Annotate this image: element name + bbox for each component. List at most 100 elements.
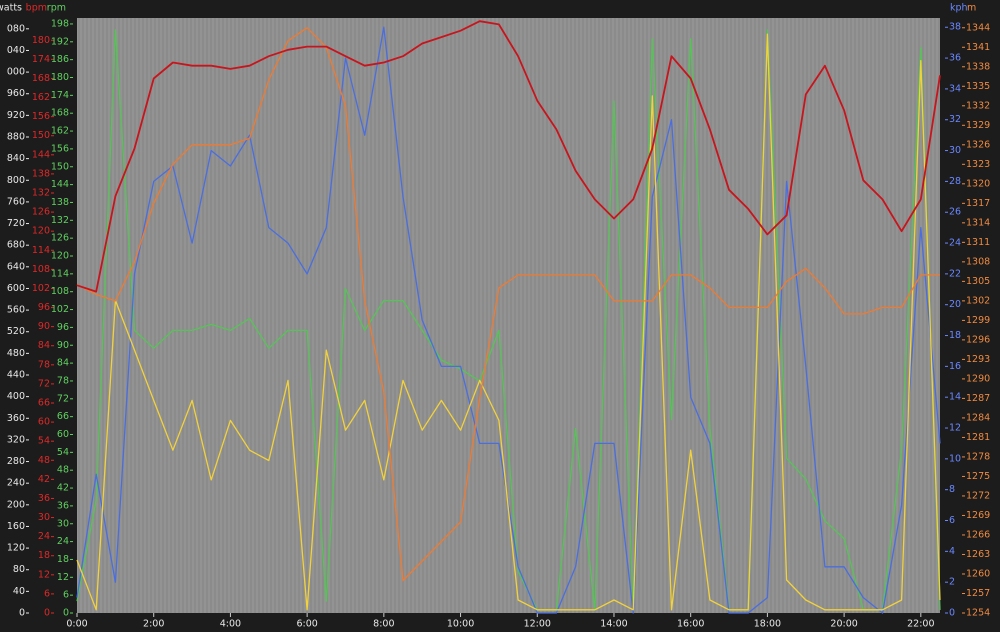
y-tick-label: 040 xyxy=(7,45,25,56)
y-tick-label: 8 xyxy=(949,484,955,495)
y-tick-label: 080 xyxy=(7,23,25,34)
y-tick-label: 360 xyxy=(7,413,25,424)
x-tick-label: 4:00 xyxy=(220,619,241,630)
y-tick-label: 000 xyxy=(7,67,25,78)
y-tick-label: 22 xyxy=(949,268,961,279)
y-tick-label: 48 xyxy=(38,455,50,466)
y-tick-label: 160 xyxy=(7,521,25,532)
axis-title: kph xyxy=(950,3,968,14)
y-tick-label: 198 xyxy=(51,18,69,29)
y-tick-label: 20 xyxy=(949,299,961,310)
x-tick-label: 8:00 xyxy=(373,619,394,630)
y-tick-label: 24 xyxy=(949,238,961,249)
y-tick-label: 6 xyxy=(44,588,50,599)
y-tick-label: 840 xyxy=(7,153,25,164)
y-tick-label: 1281 xyxy=(966,432,990,443)
y-tick-label: 72 xyxy=(38,378,50,389)
series-line xyxy=(76,29,941,611)
y-tick-label: 192 xyxy=(51,36,69,47)
y-tick-label: 114 xyxy=(32,245,50,256)
y-tick-label: 38 xyxy=(949,22,961,33)
y-tick-label: 90 xyxy=(57,340,69,351)
y-tick-label: 440 xyxy=(7,370,25,381)
y-tick-label: 1296 xyxy=(966,334,990,345)
y-tick-label: 1335 xyxy=(966,81,990,92)
y-tick-label: 90 xyxy=(38,321,50,332)
y-tick-label: 162 xyxy=(32,92,50,103)
y-tick-label: 180 xyxy=(32,35,50,46)
y-tick-label: 480 xyxy=(7,348,25,359)
y-tick-label: 80 xyxy=(13,564,25,575)
y-tick-label: 26 xyxy=(949,207,961,218)
y-tick-label: 1311 xyxy=(966,237,990,248)
y-tick-label: 1278 xyxy=(966,451,990,462)
y-tick-label: 54 xyxy=(57,447,69,458)
y-tick-label: 18 xyxy=(57,554,69,565)
y-tick-label: 132 xyxy=(51,215,69,226)
y-tick-label: 126 xyxy=(32,207,50,218)
series-line xyxy=(76,20,941,293)
x-tick-label: 18:00 xyxy=(754,619,781,630)
y-tick-label: 162 xyxy=(51,126,69,137)
y-tick-label: 126 xyxy=(51,233,69,244)
y-tick-label: 34 xyxy=(949,83,961,94)
y-tick-label: 1257 xyxy=(966,588,990,599)
y-tick-label: 1275 xyxy=(966,471,990,482)
y-tick-label: 120 xyxy=(51,251,69,262)
y-tick-label: 1293 xyxy=(966,354,990,365)
y-tick-label: 1338 xyxy=(966,61,990,72)
y-tick-label: 2 xyxy=(949,577,955,588)
y-tick-label: 96 xyxy=(38,302,50,313)
plot-area xyxy=(77,18,940,613)
y-tick-label: 54 xyxy=(38,436,50,447)
y-tick-label: 200 xyxy=(7,499,25,510)
y-tick-label: 66 xyxy=(38,398,50,409)
y-tick-label: 14 xyxy=(949,392,961,403)
y-tick-label: 1323 xyxy=(966,159,990,170)
y-tick-label: 1254 xyxy=(966,608,990,619)
series-line xyxy=(76,27,940,582)
y-tick-label: 120 xyxy=(7,543,25,554)
y-tick-label: 102 xyxy=(51,304,69,315)
y-tick-label: 400 xyxy=(7,391,25,402)
y-tick-label: 720 xyxy=(7,218,25,229)
x-tick-label: 22:00 xyxy=(907,619,934,630)
y-tick-label: 114 xyxy=(51,268,69,279)
y-tick-label: 1317 xyxy=(966,198,990,209)
y-tick-label: 12 xyxy=(38,569,50,580)
y-tick-label: 28 xyxy=(949,176,961,187)
x-tick-label: 6:00 xyxy=(296,619,317,630)
y-tick-label: 1329 xyxy=(966,120,990,131)
y-tick-label: 0 xyxy=(63,608,69,619)
y-tick-label: 1344 xyxy=(966,22,990,33)
y-tick-label: 78 xyxy=(38,359,50,370)
y-tick-label: 150 xyxy=(51,161,69,172)
y-tick-label: 680 xyxy=(7,240,25,251)
y-tick-label: 600 xyxy=(7,283,25,294)
axis-title: bpm xyxy=(26,3,47,14)
y-tick-label: 150 xyxy=(32,130,50,141)
x-tick-label: 2:00 xyxy=(143,619,164,630)
y-tick-label: 1284 xyxy=(966,412,990,423)
y-tick-label: 84 xyxy=(38,340,50,351)
axis-title: m xyxy=(967,3,976,14)
y-tick-label: 1308 xyxy=(966,256,990,267)
y-tick-label: 32 xyxy=(949,114,961,125)
y-tick-label: 156 xyxy=(32,111,50,122)
y-tick-label: 144 xyxy=(51,179,69,190)
y-tick-label: 24 xyxy=(38,531,50,542)
y-tick-label: 560 xyxy=(7,305,25,316)
axis-title: watts xyxy=(0,3,22,14)
y-tick-label: 12 xyxy=(57,572,69,583)
y-tick-label: 1341 xyxy=(966,42,990,53)
y-tick-label: 138 xyxy=(51,197,69,208)
y-tick-label: 36 xyxy=(949,53,961,64)
y-tick-label: 96 xyxy=(57,322,69,333)
y-tick-label: 240 xyxy=(7,478,25,489)
y-tick-label: 920 xyxy=(7,110,25,121)
y-tick-label: 138 xyxy=(32,168,50,179)
y-tick-label: 10 xyxy=(949,453,961,464)
y-tick-label: 320 xyxy=(7,434,25,445)
y-tick-label: 108 xyxy=(32,264,50,275)
